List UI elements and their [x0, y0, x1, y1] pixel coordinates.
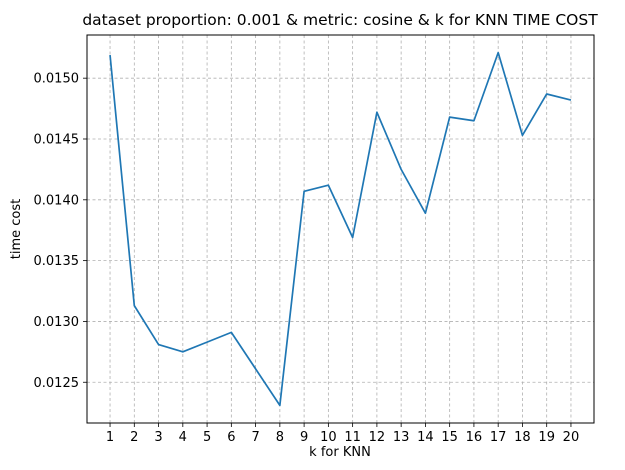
x-tick-label: 18 [514, 430, 531, 445]
x-tick-label: 6 [227, 430, 235, 445]
x-tick-label: 10 [320, 430, 337, 445]
x-tick-label: 16 [466, 430, 483, 445]
x-tick-label: 5 [203, 430, 211, 445]
x-axis-label: k for KNN [309, 445, 371, 460]
y-axis-ticks: 0.0125 0.0130 0.0135 0.0140 0.0145 0.0150 [34, 72, 87, 391]
y-tick-label: 0.0125 [34, 376, 80, 391]
x-axis-ticks: 1 2 3 4 5 6 7 8 9 10 11 12 13 14 15 16 17 18 19 20 [106, 423, 579, 445]
grid-lines [87, 35, 594, 423]
x-tick-label: 4 [179, 430, 187, 445]
plot-frame [86, 34, 595, 424]
x-tick-label: 20 [563, 430, 580, 445]
x-tick-label: 8 [276, 430, 284, 445]
x-tick-label: 2 [130, 430, 138, 445]
plot-series [109, 51, 572, 407]
x-tick-label: 11 [344, 430, 361, 445]
x-tick-label: 12 [369, 430, 386, 445]
x-tick-label: 19 [538, 430, 555, 445]
y-tick-label: 0.0150 [34, 72, 80, 87]
x-tick-label: 9 [300, 430, 308, 445]
series-line [109, 51, 572, 407]
x-tick-label: 3 [154, 430, 162, 445]
y-tick-label: 0.0145 [34, 132, 80, 147]
chart-title: dataset proportion: 0.001 & metric: cosi… [82, 11, 598, 29]
y-axis-label: time cost [9, 199, 24, 259]
x-tick-label: 1 [106, 430, 114, 445]
y-tick-label: 0.0135 [34, 254, 80, 269]
x-tick-label: 13 [393, 430, 410, 445]
x-tick-label: 14 [417, 430, 434, 445]
x-tick-label: 17 [490, 430, 507, 445]
x-tick-label: 7 [251, 430, 259, 445]
x-tick-label: 15 [441, 430, 458, 445]
y-tick-label: 0.0140 [34, 193, 80, 208]
y-tick-label: 0.0130 [34, 315, 80, 330]
